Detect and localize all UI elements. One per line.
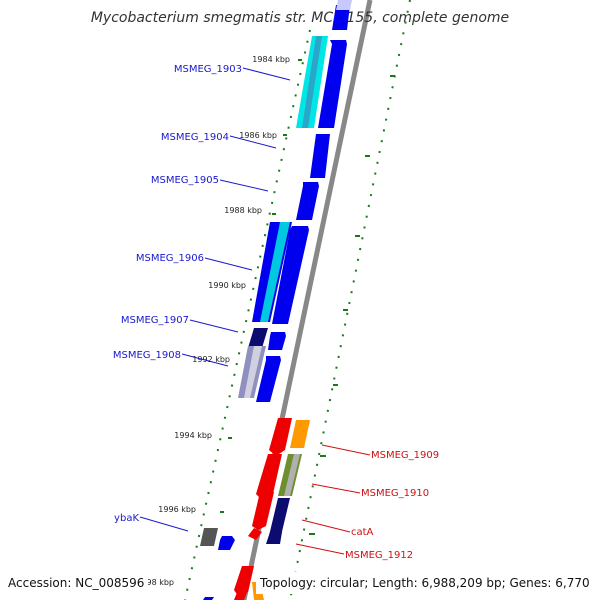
kbp-labels: 1984 kbp 1986 kbp 1988 kbp 1990 kbp 1992…	[136, 55, 290, 587]
gene-ybak-block	[218, 536, 235, 550]
right-leaders	[295, 444, 371, 555]
gene-label-msmeg-1907[interactable]: MSMEG_1907	[121, 315, 189, 326]
gene-label-cata[interactable]: catA	[351, 527, 374, 538]
gene-label-msmeg-1908[interactable]: MSMEG_1908	[113, 350, 181, 361]
gene-label-msmeg-1912[interactable]: MSMEG_1912	[345, 550, 413, 561]
gene-label-msmeg-1906[interactable]: MSMEG_1906	[136, 253, 204, 264]
footer-info-bg	[256, 572, 600, 594]
kbp-label-1988: 1988 kbp	[224, 206, 262, 215]
gene-msmeg-1907-block	[268, 332, 286, 350]
right-gene-labels: MSMEG_1909 MSMEG_1910 catA MSMEG_1912	[345, 450, 439, 561]
kbp-tick-dashes	[309, 75, 395, 535]
gene-msmeg-1906-block	[272, 226, 309, 324]
gene-msmeg-1905-block	[296, 182, 319, 220]
reverse-strand-genes	[234, 418, 310, 600]
gc-dots-inner	[184, 29, 311, 600]
kbp-label-1998: 1998 kbp	[136, 578, 174, 587]
footer-accession-bg	[0, 572, 148, 594]
footer-info: Topology: circular; Length: 6,988,209 bp…	[259, 576, 590, 590]
kbp-label-1994: 1994 kbp	[174, 431, 212, 440]
left-gene-labels: MSMEG_1903 MSMEG_1904 MSMEG_1905 MSMEG_1…	[113, 64, 242, 524]
gene-block-top	[332, 5, 350, 30]
kbp-label-1992: 1992 kbp	[192, 355, 230, 364]
left-leaders	[139, 67, 291, 532]
gene-msmeg-1903-block	[318, 40, 347, 128]
gene-msmeg-1904-block	[310, 134, 330, 178]
gene-label-ybak[interactable]: ybaK	[114, 513, 139, 524]
gene-label-msmeg-1909[interactable]: MSMEG_1909	[371, 450, 439, 461]
kbp-label-1986: 1986 kbp	[239, 131, 277, 140]
kbp-label-1984: 1984 kbp	[252, 55, 290, 64]
gene-msmeg-1908-block	[256, 356, 281, 402]
footer-accession: Accession: NC_008596	[8, 576, 144, 590]
gene-label-msmeg-1903[interactable]: MSMEG_1903	[174, 64, 242, 75]
gene-label-msmeg-1910[interactable]: MSMEG_1910	[361, 488, 429, 499]
genome-title: Mycobacterium smegmatis str. MC2 155, co…	[91, 10, 509, 26]
gene-msmeg-1910-block	[256, 454, 282, 500]
gene-msmeg-1909-block	[269, 418, 292, 456]
gene-msmeg-1912-block	[248, 528, 262, 540]
gene-label-msmeg-1905[interactable]: MSMEG_1905	[151, 175, 219, 186]
forward-strand-genes	[200, 0, 352, 600]
kbp-label-1990: 1990 kbp	[208, 281, 246, 290]
kbp-label-1996: 1996 kbp	[158, 505, 196, 514]
gene-cata-block	[252, 492, 274, 530]
gene-label-msmeg-1904[interactable]: MSMEG_1904	[161, 132, 229, 143]
